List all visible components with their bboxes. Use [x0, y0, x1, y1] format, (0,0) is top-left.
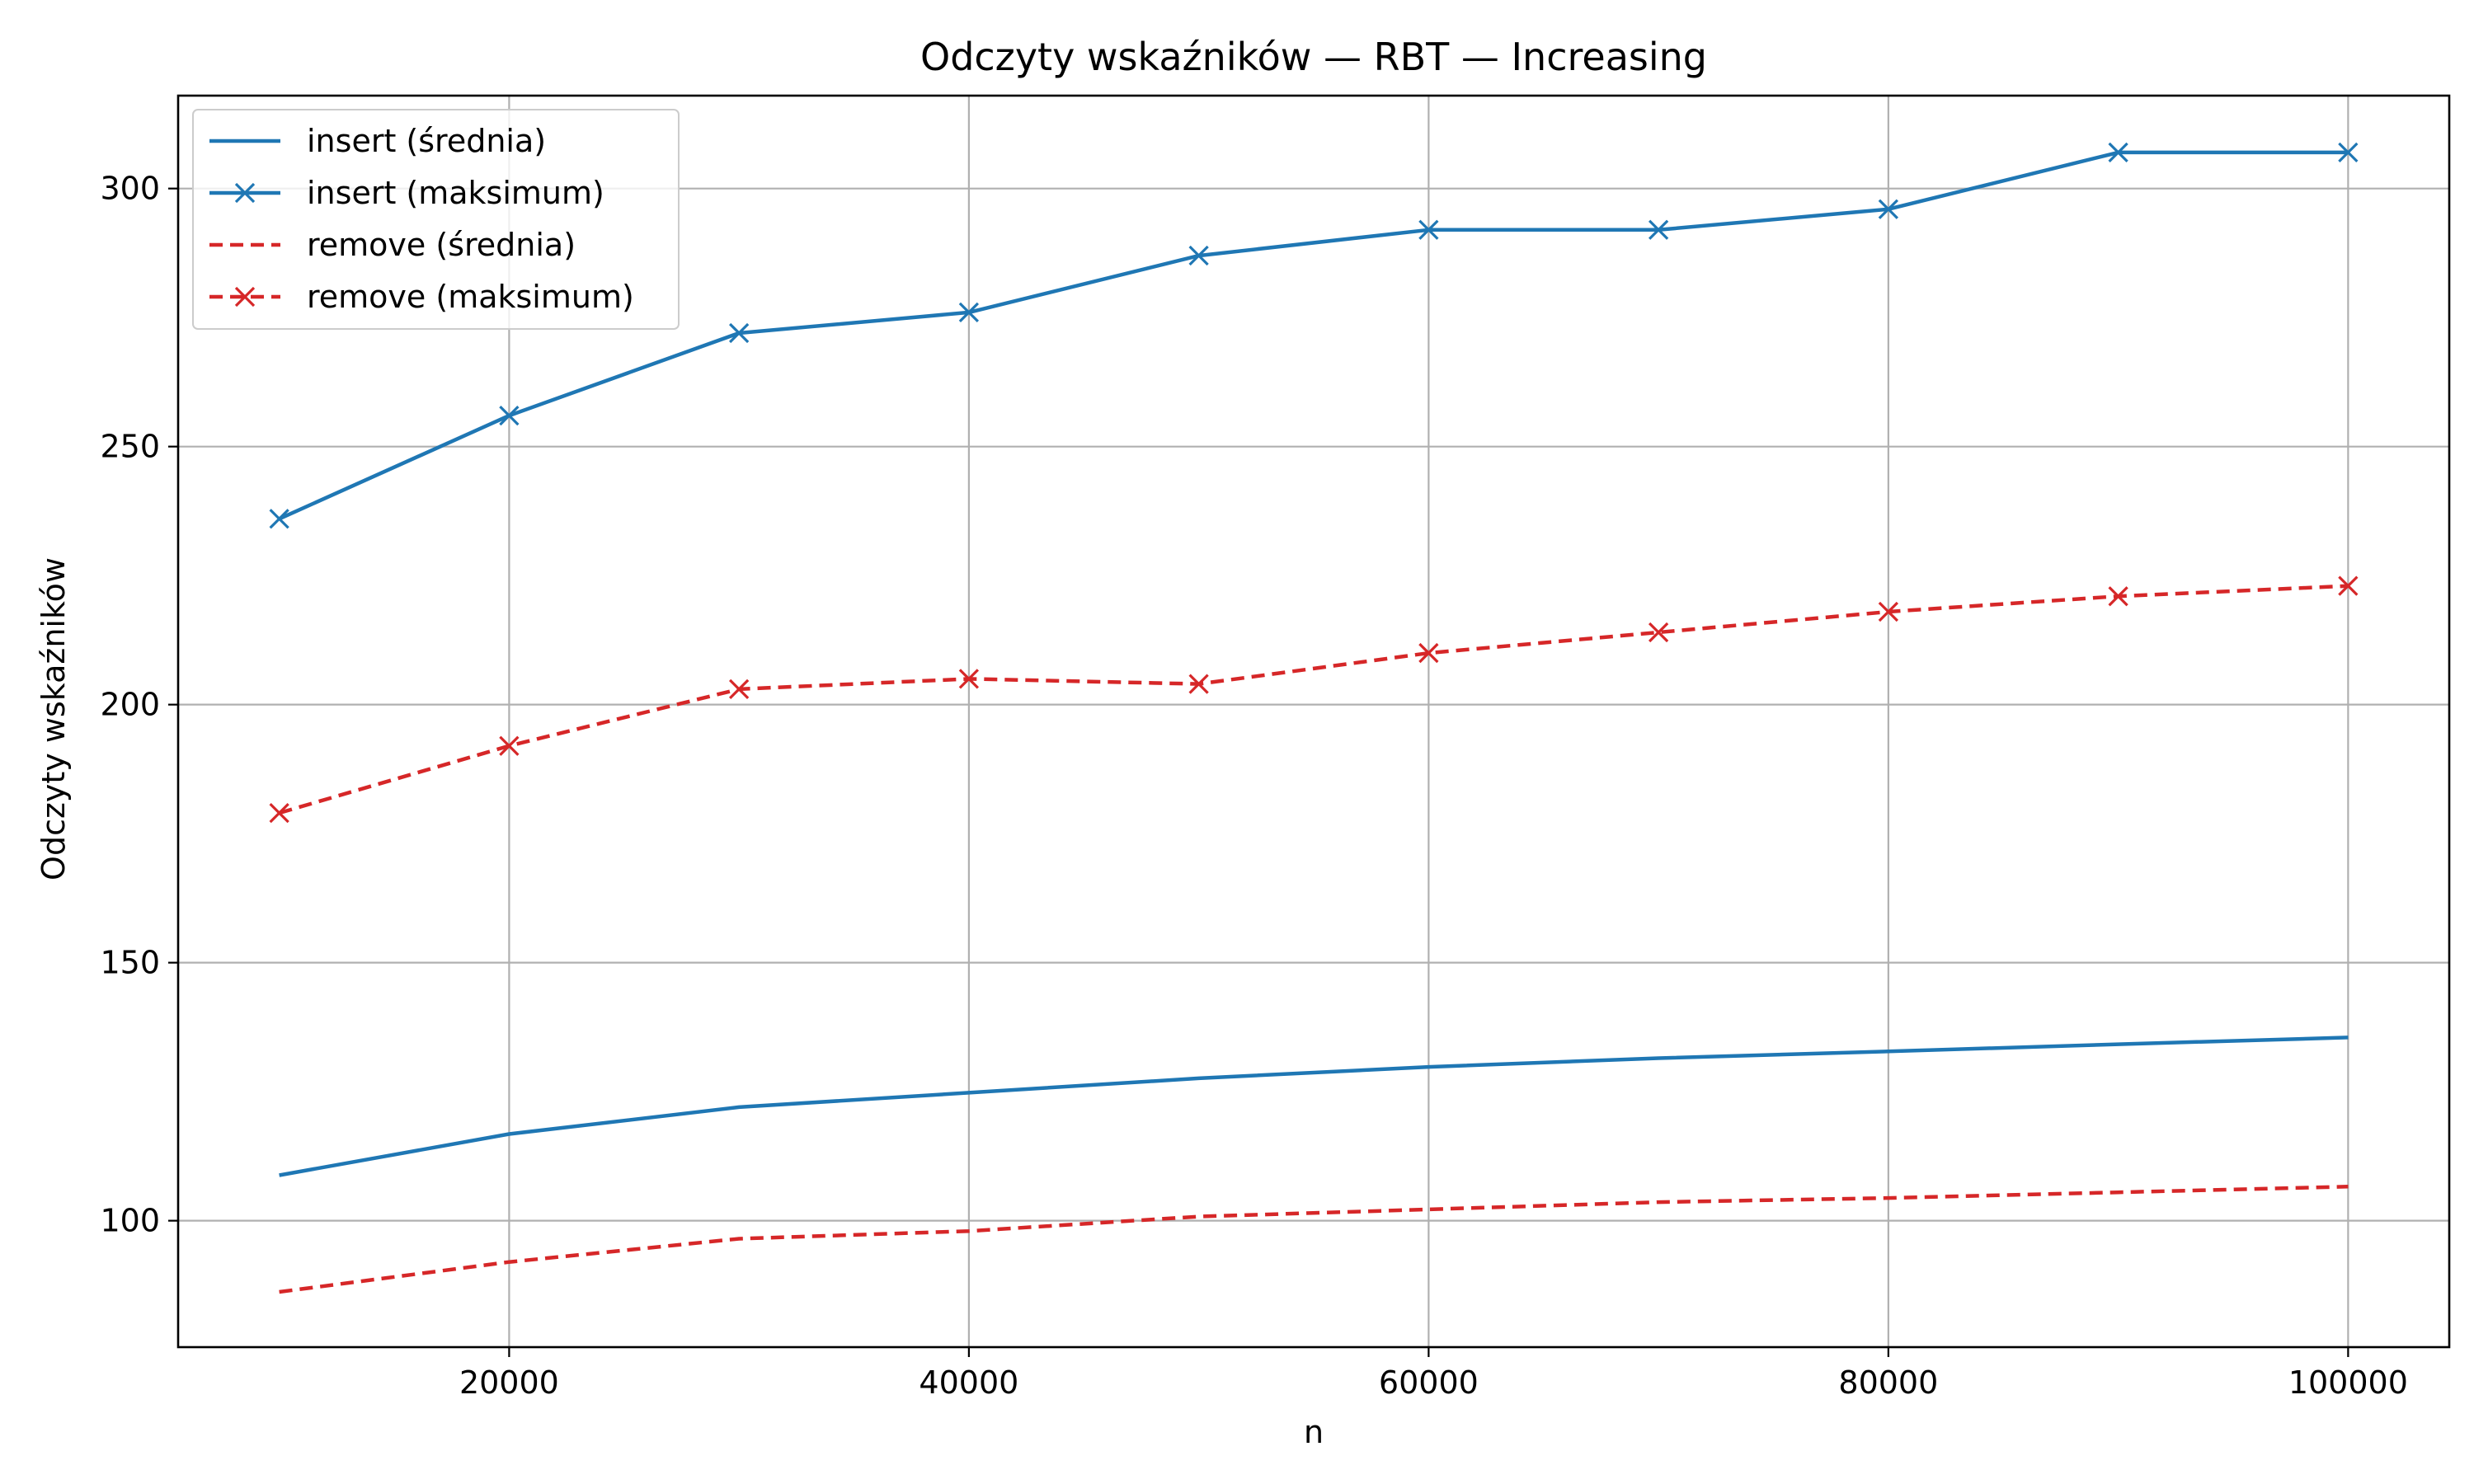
- legend-marker-stroke: [234, 286, 256, 308]
- data-point-stroke: [1418, 219, 1439, 240]
- legend-marker-stroke: [234, 182, 256, 204]
- data-point-stroke: [2338, 575, 2359, 596]
- data-point: [1188, 674, 1209, 694]
- data-point: [1878, 199, 1898, 219]
- data-point: [2108, 142, 2128, 162]
- data-point-stroke: [729, 322, 750, 344]
- data-point-stroke: [1648, 219, 1669, 240]
- data-point: [1878, 601, 1898, 622]
- data-point-stroke: [499, 405, 520, 426]
- data-point: [2108, 586, 2128, 607]
- data-point-stroke: [958, 669, 980, 689]
- y-tick-label: 200: [100, 687, 160, 723]
- data-point: [269, 802, 289, 824]
- x-tick-label: 40000: [919, 1364, 1018, 1401]
- data-point: [1648, 219, 1669, 240]
- data-point-stroke: [2108, 142, 2128, 162]
- data-point-stroke: [269, 509, 289, 529]
- data-point: [958, 302, 980, 323]
- data-point-stroke: [1418, 642, 1439, 664]
- plot-area: 20000 40000 60000 80000 100000 100 150 200 250 30…: [100, 94, 2451, 1401]
- data-point-stroke: [1878, 601, 1898, 622]
- y-tick-label: 250: [100, 429, 160, 465]
- data-point-stroke: [269, 802, 289, 824]
- data-point-stroke: [2108, 586, 2128, 607]
- y-axis-title: Odczyty wskaźników: [35, 557, 72, 881]
- data-point-stroke: [499, 735, 520, 756]
- data-point: [1418, 219, 1439, 240]
- legend-label: insert (średnia): [307, 123, 546, 159]
- y-tick-label: 300: [100, 171, 160, 207]
- x-axis-title: n: [1304, 1414, 1324, 1450]
- series-line-3: [278, 584, 2349, 815]
- data-point: [958, 669, 980, 689]
- y-tick-label: 150: [100, 945, 160, 981]
- y-tick-label: 100: [100, 1203, 160, 1239]
- data-point: [1418, 642, 1439, 664]
- data-point: [499, 405, 520, 426]
- series-line-2: [279, 1185, 2349, 1294]
- data-point: [2338, 142, 2359, 162]
- data-point: [269, 509, 289, 529]
- data-point-stroke: [958, 302, 980, 323]
- legend-box: [192, 109, 680, 330]
- x-tick-label: 20000: [459, 1364, 559, 1401]
- legend: insert (średnia) insert (maksimum) remove …: [192, 109, 680, 330]
- data-point: [499, 735, 520, 756]
- data-point-stroke: [729, 679, 750, 700]
- series-line-1: [278, 150, 2349, 521]
- data-point: [1648, 622, 1669, 643]
- x-tick-label: 60000: [1379, 1364, 1479, 1401]
- chart-title: Odczyty wskaźników — RBT — Increasing: [920, 35, 1707, 79]
- data-point: [2338, 575, 2359, 596]
- data-point-stroke: [2338, 142, 2359, 162]
- legend-label: remove (maksimum): [307, 279, 634, 315]
- legend-label: insert (maksimum): [307, 175, 604, 211]
- data-point: [729, 322, 750, 344]
- plot-frame: [176, 94, 2451, 1349]
- data-point: [729, 679, 750, 700]
- x-tick-label: 80000: [1838, 1364, 1938, 1401]
- data-point-stroke: [1878, 199, 1898, 219]
- data-point-stroke: [1648, 622, 1669, 643]
- data-point: [1188, 245, 1209, 266]
- x-tick-label: 100000: [2288, 1364, 2408, 1401]
- data-point-stroke: [1188, 674, 1209, 694]
- legend-label: remove (średnia): [307, 227, 576, 263]
- series-line-0: [279, 1036, 2349, 1177]
- data-point-stroke: [1188, 245, 1209, 266]
